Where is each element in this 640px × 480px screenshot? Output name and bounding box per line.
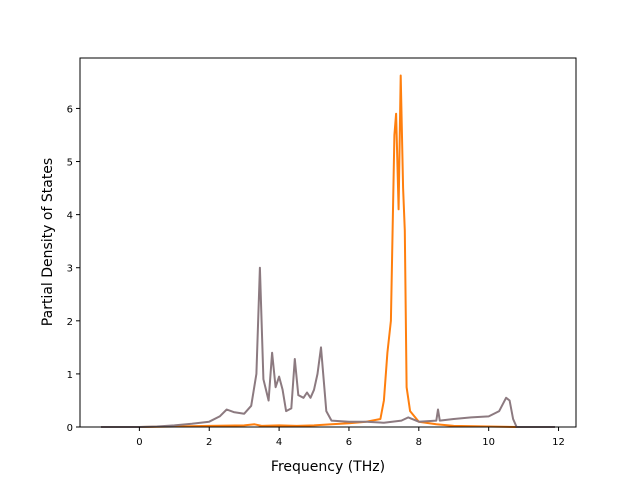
x-axis: 0 2 4 6 8 10 12 [136, 427, 565, 448]
y-tick-label: 2 [67, 317, 73, 328]
y-tick-label: 5 [67, 158, 73, 169]
y-axis-label: Partial Density of States [40, 158, 56, 326]
x-tick-label: 12 [552, 437, 565, 448]
y-tick-label: 0 [67, 423, 73, 434]
y-tick-label: 1 [67, 370, 73, 381]
x-axis-label: Frequency (THz) [271, 459, 385, 475]
series-line-0 [101, 74, 555, 428]
y-tick-label: 4 [67, 211, 73, 222]
series-layer [101, 74, 555, 428]
y-axis: 0 1 2 3 4 5 6 [67, 104, 80, 434]
plot-frame [79, 57, 577, 428]
y-tick-label: 6 [67, 104, 73, 115]
x-tick-label: 4 [276, 437, 282, 448]
x-tick-label: 6 [346, 437, 352, 448]
series-line-1 [101, 266, 555, 428]
x-tick-label: 0 [136, 437, 142, 448]
x-tick-label: 2 [206, 437, 212, 448]
x-tick-label: 10 [482, 437, 495, 448]
y-tick-label: 3 [67, 264, 73, 275]
x-tick-label: 8 [416, 437, 422, 448]
